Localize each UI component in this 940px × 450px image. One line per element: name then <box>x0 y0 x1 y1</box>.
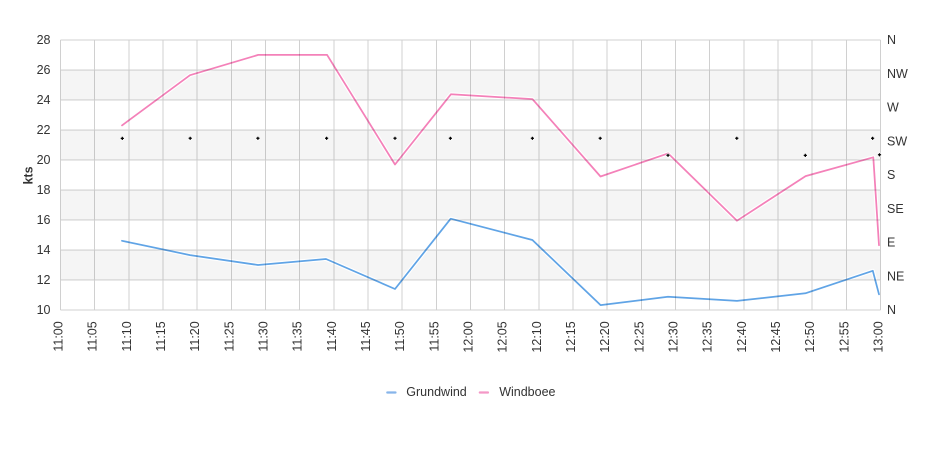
svg-text:12:55: 12:55 <box>837 321 851 352</box>
svg-text:22: 22 <box>37 123 51 137</box>
svg-text:12:05: 12:05 <box>496 321 510 352</box>
svg-text:12:15: 12:15 <box>564 321 578 352</box>
svg-text:11:35: 11:35 <box>291 321 305 351</box>
svg-text:11:00: 11:00 <box>52 321 66 351</box>
svg-text:26: 26 <box>37 63 51 77</box>
svg-text:11:30: 11:30 <box>257 321 271 351</box>
svg-text:11:55: 11:55 <box>427 321 441 351</box>
svg-text:12: 12 <box>37 273 51 287</box>
svg-text:12:00: 12:00 <box>462 321 476 352</box>
svg-text:11:20: 11:20 <box>188 321 202 351</box>
svg-text:11:15: 11:15 <box>154 321 168 351</box>
svg-text:12:10: 12:10 <box>530 321 544 352</box>
svg-text:N: N <box>887 33 896 47</box>
svg-text:SW: SW <box>887 134 907 148</box>
svg-text:10: 10 <box>37 303 51 317</box>
svg-text:11:25: 11:25 <box>222 321 236 351</box>
svg-text:11:10: 11:10 <box>120 321 134 351</box>
svg-text:12:30: 12:30 <box>667 321 681 352</box>
svg-text:12:40: 12:40 <box>735 321 749 352</box>
svg-text:13:00: 13:00 <box>872 321 886 352</box>
svg-text:12:45: 12:45 <box>769 321 783 352</box>
svg-text:E: E <box>887 236 895 250</box>
svg-text:24: 24 <box>37 93 51 107</box>
svg-text:N: N <box>887 303 896 317</box>
svg-text:NE: NE <box>887 269 904 283</box>
svg-text:12:35: 12:35 <box>701 321 715 352</box>
svg-text:12:50: 12:50 <box>803 321 817 352</box>
svg-text:W: W <box>887 101 899 115</box>
svg-text:12:20: 12:20 <box>598 321 612 352</box>
svg-text:11:50: 11:50 <box>393 321 407 351</box>
svg-text:Windboee: Windboee <box>499 385 555 399</box>
svg-text:11:05: 11:05 <box>86 321 100 351</box>
svg-text:20: 20 <box>37 153 51 167</box>
svg-text:28: 28 <box>37 33 51 47</box>
svg-text:NW: NW <box>887 67 908 81</box>
svg-text:SE: SE <box>887 202 904 216</box>
svg-text:11:40: 11:40 <box>325 321 339 351</box>
svg-text:kts: kts <box>22 166 36 184</box>
svg-text:12:25: 12:25 <box>632 321 646 352</box>
svg-text:S: S <box>887 168 895 182</box>
svg-text:14: 14 <box>37 243 51 257</box>
svg-text:16: 16 <box>37 213 51 227</box>
svg-text:11:45: 11:45 <box>359 321 373 351</box>
svg-text:Grundwind: Grundwind <box>406 385 466 399</box>
svg-text:18: 18 <box>37 183 51 197</box>
